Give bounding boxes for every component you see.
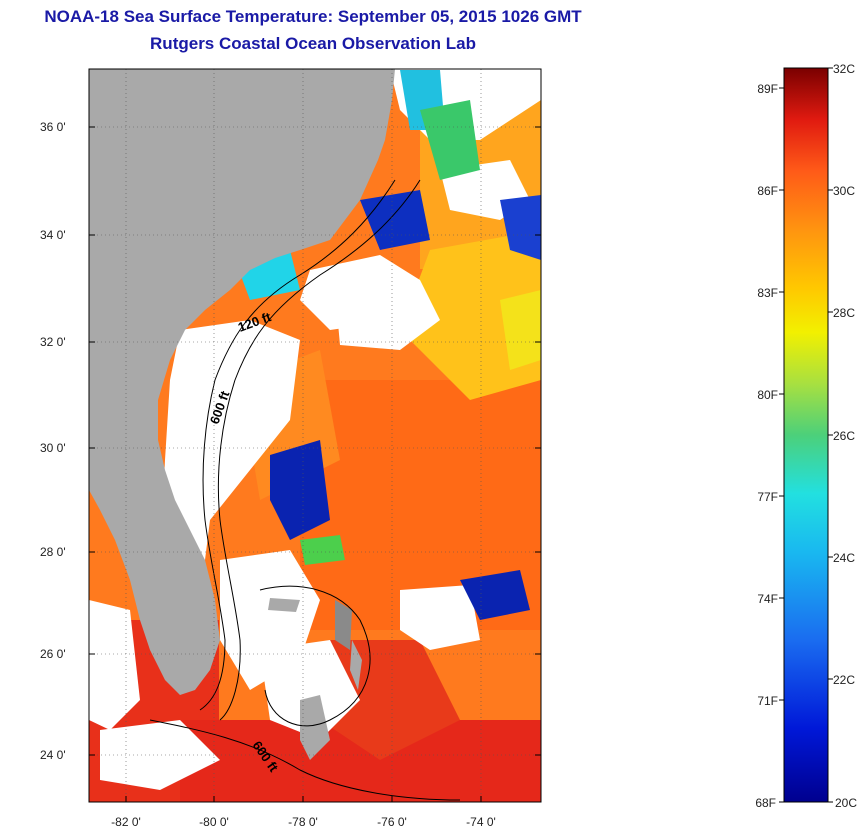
- cloud-region-southwest: [100, 720, 220, 790]
- lat-label: 28 0': [40, 545, 66, 559]
- lon-label: -74 0': [466, 815, 496, 829]
- lat-label: 26 0': [40, 647, 66, 661]
- lon-label: -78 0': [288, 815, 318, 829]
- colorbar-celsius-label: 30C: [833, 184, 855, 198]
- map-title: NOAA-18 Sea Surface Temperature: Septemb…: [44, 7, 582, 26]
- cloud-region-gulf: [89, 600, 140, 730]
- contour-bahamas: [259, 585, 371, 727]
- colorbar-fahrenheit-label: 86F: [757, 184, 778, 198]
- cloud-region-bahamas-2: [260, 640, 360, 740]
- lat-label: 24 0': [40, 748, 66, 762]
- land-bahamas-eleuthera: [350, 640, 362, 690]
- cloud-region-center: [335, 280, 440, 350]
- colorbar-fahrenheit-label: 74F: [757, 592, 778, 606]
- map-graticule: [89, 69, 541, 802]
- cold-patch-2: [460, 570, 530, 620]
- colorbar-fahrenheit-label: 83F: [757, 286, 778, 300]
- lat-label: 30 0': [40, 441, 66, 455]
- cloud-region-coastal: [160, 320, 300, 600]
- contour-florida-straits: [149, 719, 461, 801]
- land-us-southeast: [89, 69, 395, 695]
- map-subtitle: Rutgers Coastal Ocean Observation Lab: [150, 34, 476, 53]
- sst-region-yellow-band-2: [500, 290, 541, 370]
- map-frame: [88, 68, 542, 803]
- cloud-region-bahamas: [400, 585, 480, 650]
- land-bahamas-grand: [268, 598, 300, 612]
- lat-label: 34 0': [40, 228, 66, 242]
- colorbar-celsius-label: 28C: [833, 306, 855, 320]
- lon-label: -76 0': [377, 815, 407, 829]
- colorbar-fahrenheit-label: 80F: [757, 388, 778, 402]
- colorbar-ticks: [779, 67, 833, 803]
- cold-patch-6: [300, 535, 345, 565]
- contour-120ft: [199, 179, 396, 711]
- contour-600ft: [217, 179, 421, 721]
- sst-region-yellow-band: [400, 230, 541, 400]
- colorbar-celsius-label: 22C: [833, 673, 855, 687]
- map-axis-ticks: [89, 126, 541, 802]
- lon-label: -80 0': [199, 815, 229, 829]
- land-bahamas-abaco: [335, 600, 352, 650]
- colorbar-celsius-label: 26C: [833, 429, 855, 443]
- colorbar-celsius-label: 20C: [835, 796, 857, 810]
- cold-patch-4: [500, 195, 541, 260]
- colorbar-fahrenheit-label: 77F: [757, 490, 778, 504]
- land-bahamas-andros: [300, 695, 330, 760]
- colorbar-fahrenheit-label: 68F: [755, 796, 776, 810]
- lat-label: 36 0': [40, 120, 66, 134]
- colorbar-fahrenheit-label: 71F: [757, 694, 778, 708]
- colorbar-celsius-label: 24C: [833, 551, 855, 565]
- lon-label: -82 0': [111, 815, 141, 829]
- cold-patch-1: [270, 440, 330, 540]
- colorbar-fahrenheit-label: 89F: [757, 82, 778, 96]
- colorbar-celsius-label: 32C: [833, 62, 855, 76]
- lat-label: 32 0': [40, 335, 66, 349]
- colorbar-gradient: [783, 67, 829, 803]
- cold-patch-8: [420, 100, 480, 180]
